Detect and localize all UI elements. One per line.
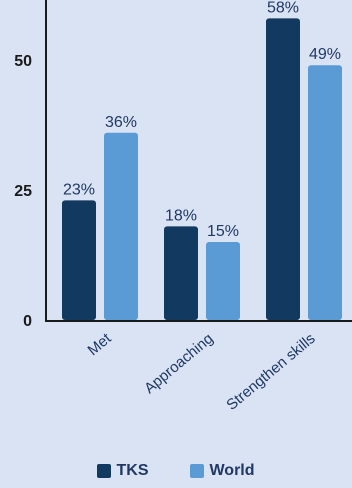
bar-world-1 <box>206 242 240 320</box>
bar-tks-0 <box>62 200 96 320</box>
y-tick-label: 25 <box>14 183 32 200</box>
bar-world-0 <box>104 132 138 320</box>
data-label: 18% <box>165 207 197 224</box>
y-tick-label: 50 <box>14 53 32 70</box>
legend-item-world: World <box>190 462 255 480</box>
legend-item-tks: TKS <box>97 462 148 480</box>
category-label: Strengthen skills <box>223 330 318 414</box>
data-label: 36% <box>105 114 137 131</box>
data-label: 49% <box>309 46 341 63</box>
legend-swatch-tks <box>97 464 112 478</box>
legend-swatch-world <box>190 464 205 478</box>
legend-label-world: World <box>209 462 255 479</box>
category-label: Approaching <box>141 330 216 397</box>
bar-tks-1 <box>164 226 198 320</box>
bar-world-2 <box>308 65 342 320</box>
legend-label-tks: TKS <box>116 462 149 479</box>
data-label: 23% <box>63 181 95 198</box>
y-tick-label: 0 <box>23 313 32 330</box>
bar-tks-2 <box>266 18 300 321</box>
category-label: Met <box>84 330 115 360</box>
data-label: 58% <box>267 0 299 16</box>
data-label: 15% <box>207 223 239 240</box>
legend: TKS World <box>0 462 352 480</box>
